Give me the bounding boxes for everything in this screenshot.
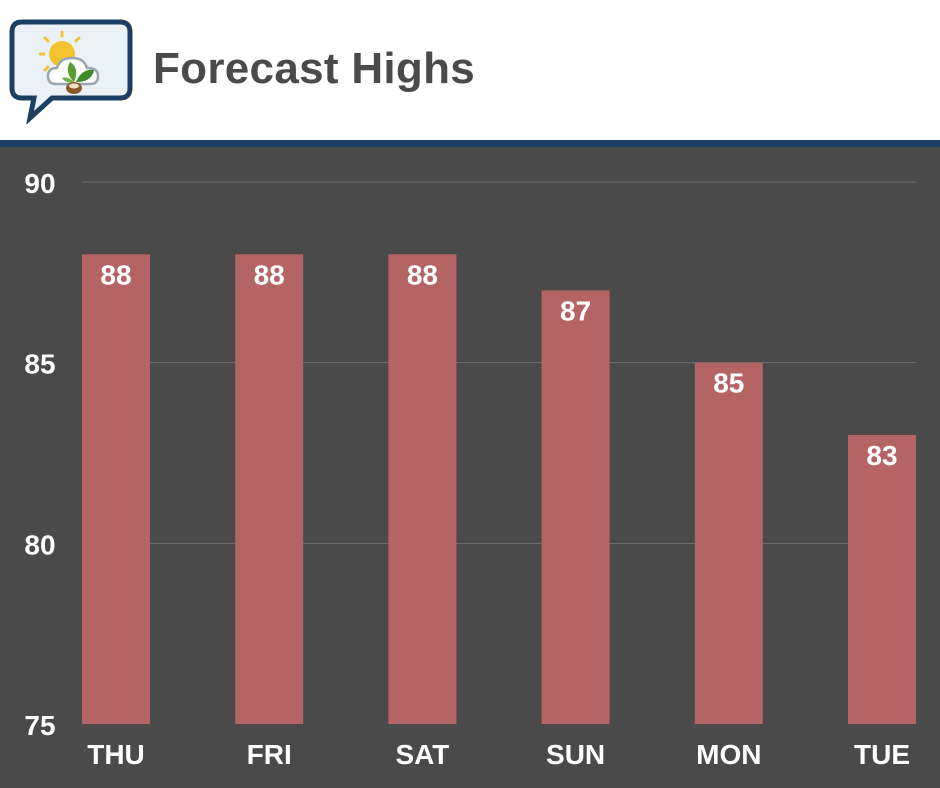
x-tick-label: SAT bbox=[395, 739, 449, 770]
bar bbox=[541, 290, 610, 724]
y-tick-label: 90 bbox=[24, 168, 55, 199]
chart-area: 75 80 85 90 88 THU 88 FRI 88 SAT 87 SUN 85 MON 83 TUE bbox=[0, 147, 940, 788]
data-label: 88 bbox=[254, 259, 285, 290]
bar-chart: 75 80 85 90 88 THU 88 FRI 88 SAT 87 SUN 85 MON 83 TUE bbox=[24, 168, 916, 770]
x-tick-label: SUN bbox=[546, 739, 605, 770]
data-label: 88 bbox=[407, 259, 438, 290]
x-tick-label: TUE bbox=[854, 739, 910, 770]
page-title: Forecast Highs bbox=[153, 44, 476, 93]
data-label: 88 bbox=[100, 259, 131, 290]
bar bbox=[82, 254, 150, 724]
y-tick-label: 80 bbox=[24, 529, 55, 560]
x-tick-label: FRI bbox=[247, 739, 292, 770]
x-tick-label: MON bbox=[696, 739, 761, 770]
bar bbox=[235, 254, 304, 724]
x-tick-label: THU bbox=[87, 739, 145, 770]
y-tick-label: 85 bbox=[24, 349, 55, 380]
data-label: 85 bbox=[713, 368, 744, 399]
header: Forecast Highs bbox=[0, 0, 940, 140]
bar bbox=[848, 434, 916, 724]
header-divider bbox=[0, 140, 940, 147]
data-label: 83 bbox=[866, 440, 897, 471]
bar bbox=[388, 254, 457, 724]
data-label: 87 bbox=[560, 295, 591, 326]
sun-cloud-leaf-icon bbox=[9, 19, 133, 124]
y-tick-label: 75 bbox=[24, 710, 55, 741]
bar bbox=[694, 362, 763, 724]
